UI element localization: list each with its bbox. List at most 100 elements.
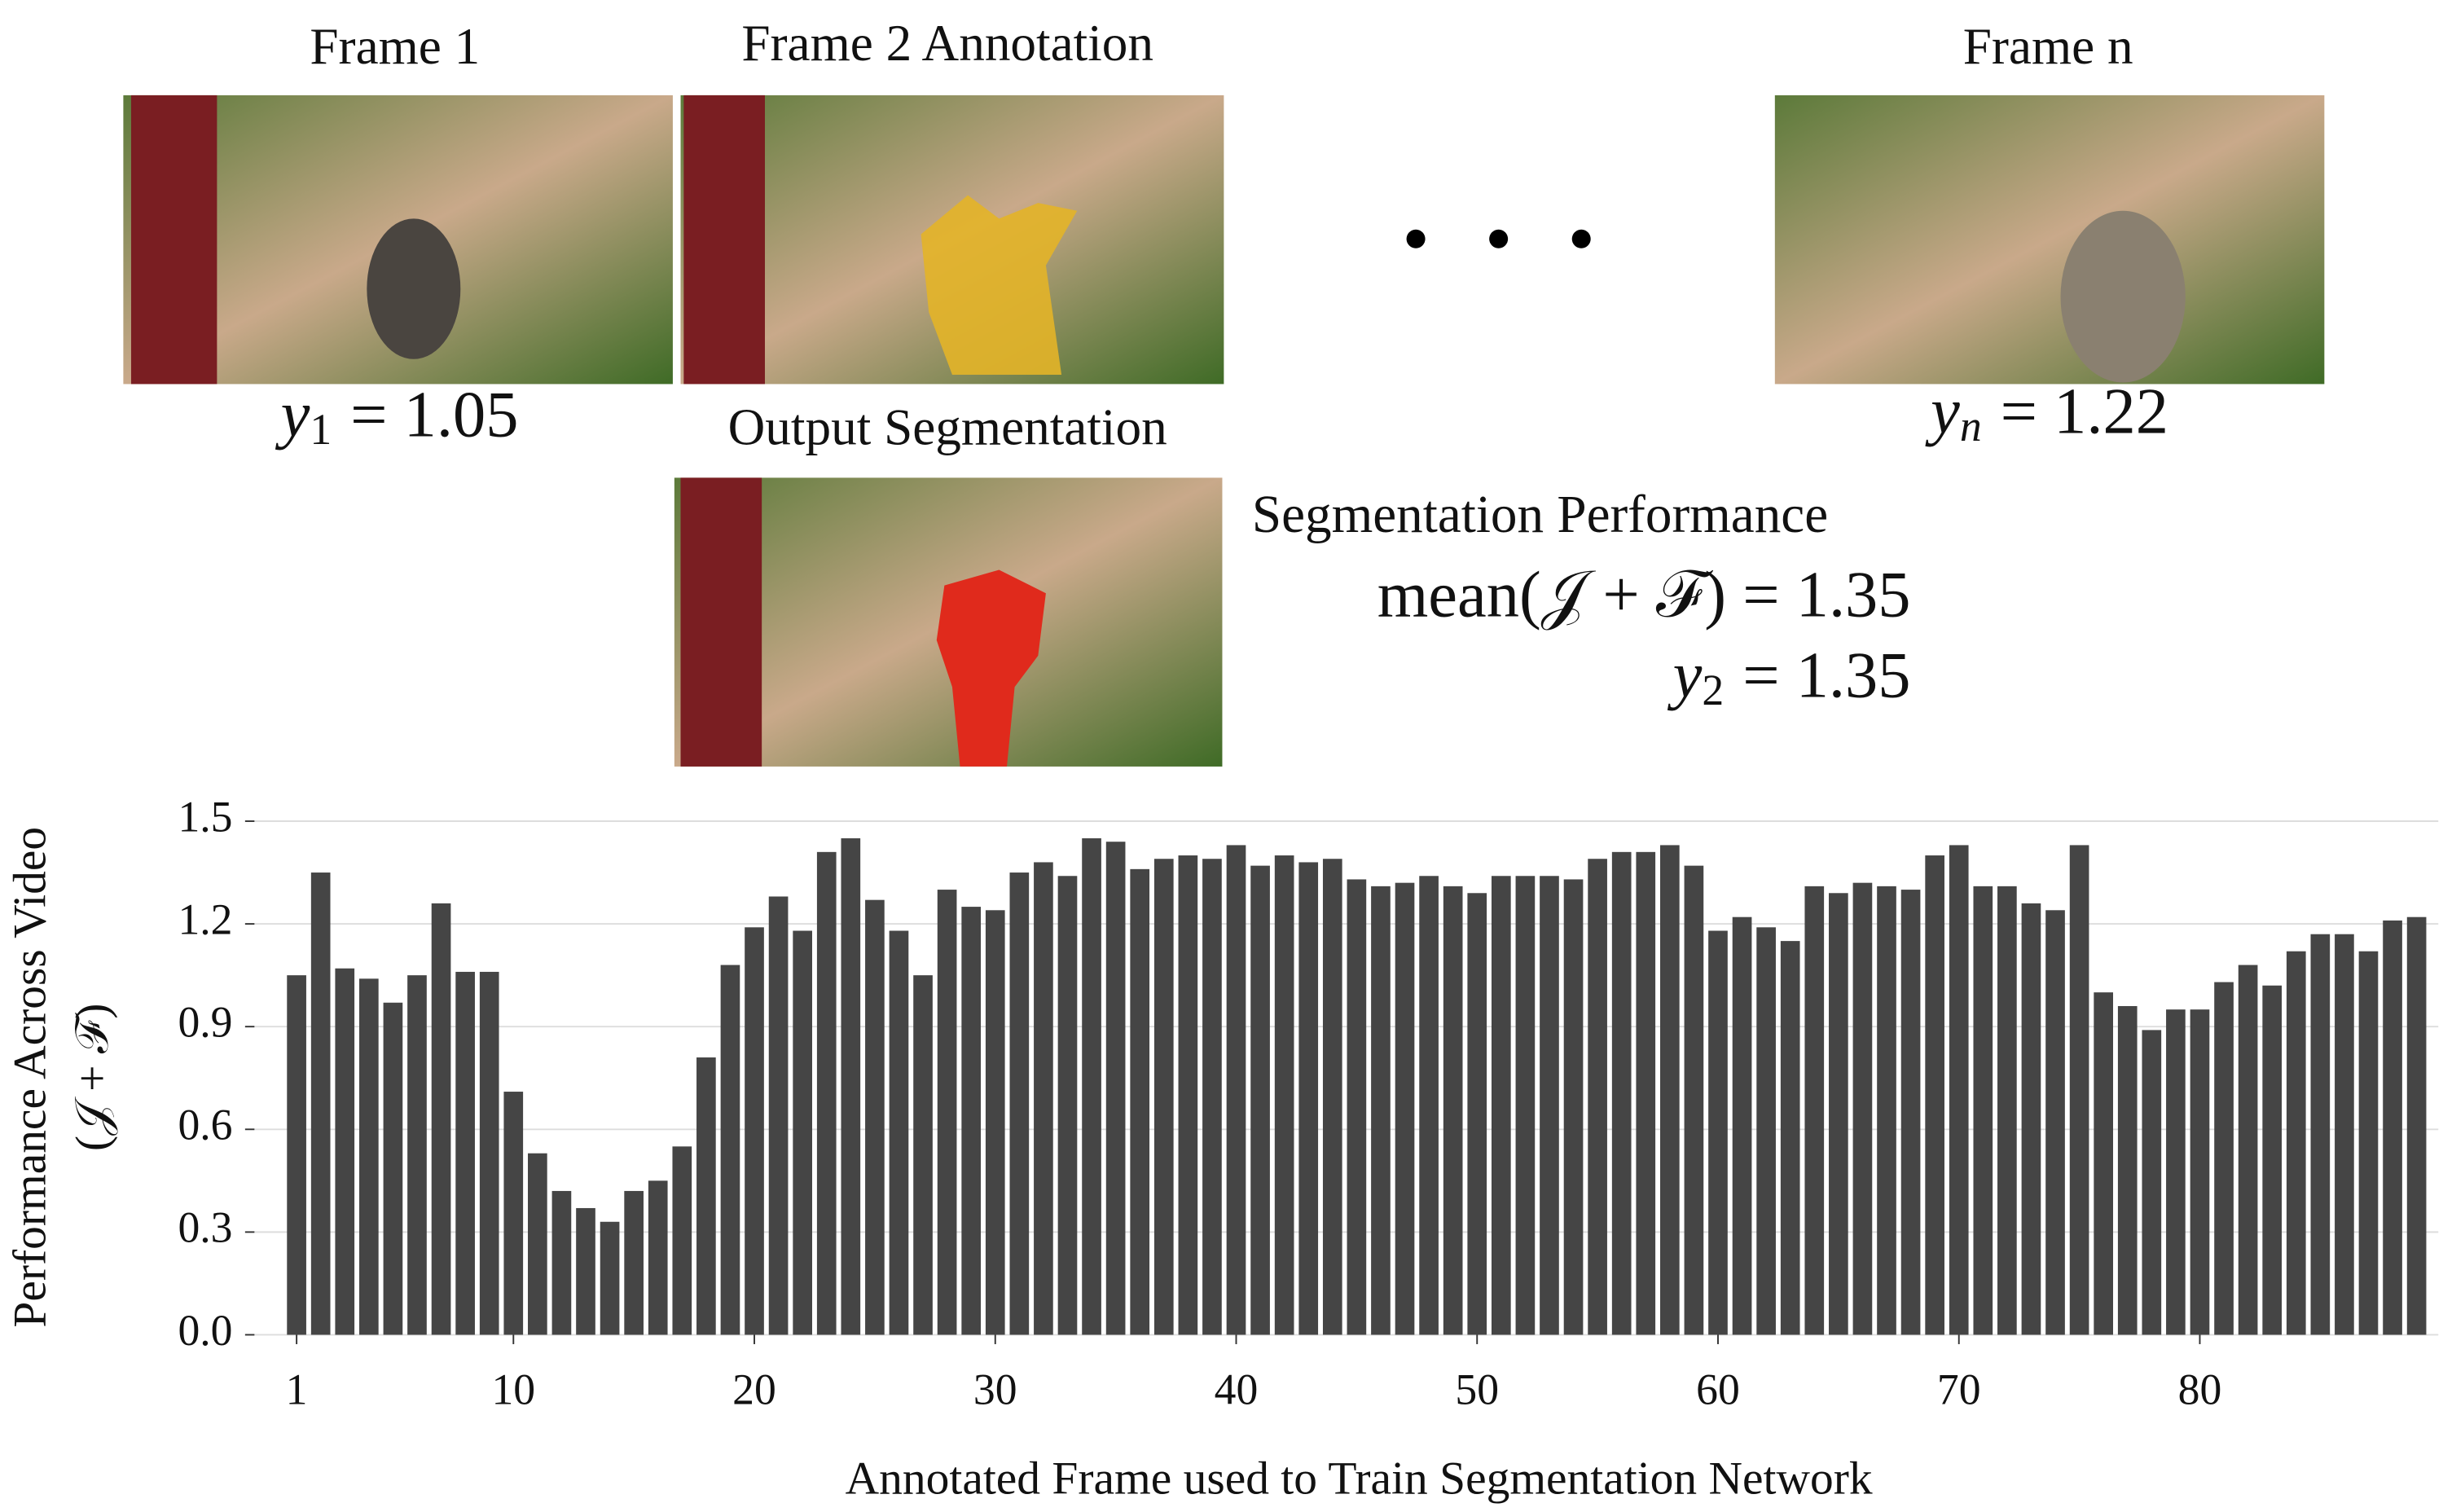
ellipsis [1406,229,1591,248]
bar [2021,903,2041,1335]
bar [937,890,957,1335]
y-tick-label: 1.2 [178,894,232,943]
bar [2383,920,2402,1335]
bar [2358,951,2379,1335]
bar [1226,845,1246,1335]
bar [1611,851,1632,1335]
frame-title: Frame 1 [310,18,480,75]
x-tick-label: 1 [286,1365,308,1414]
bar [2238,965,2258,1335]
x-tick-label: 60 [1696,1365,1740,1414]
bar [1684,865,1704,1335]
x-tick-label: 80 [2178,1365,2222,1414]
bar [2214,982,2234,1335]
x-axis-label: Annotated Frame used to Train Segmentati… [846,1453,1873,1505]
bar [2166,1009,2186,1335]
bar [2335,934,2354,1335]
bar [1178,855,1198,1335]
bar [1636,851,1656,1335]
bar [745,927,764,1335]
bar [1250,865,1270,1335]
performance-heading: Segmentation Performance [1252,486,1828,544]
symbol: y [1925,376,1960,448]
subscript: 2 [1702,666,1724,714]
bar [1877,886,1896,1335]
bar [287,975,306,1335]
frame-title: Frame n [1963,18,2133,75]
y-tick-label: 1.5 [178,792,232,841]
frame-title: Frame 2 Annotation [741,15,1153,72]
bar [768,896,789,1335]
equation: y1 = 1.05 [275,379,519,454]
bar [1997,886,2017,1335]
bar [1153,859,1174,1335]
equation-text: = 1.35 [1742,640,1910,712]
bar-chart: 0.0 0.3 0.6 0.9 1.2 1.5 1 10 20 30 40 50 60 70 80 Annot… [4,792,2439,1505]
bar [913,975,933,1335]
bar [1829,893,1848,1335]
bar [1540,876,1559,1335]
bar [2190,1009,2210,1335]
bar [2117,1005,2138,1335]
bar [359,978,379,1335]
bar [1467,893,1487,1335]
bar [407,975,427,1335]
bar [889,930,909,1335]
bar [1009,872,1030,1335]
x-tick-label: 70 [1937,1365,1981,1414]
bar [1202,859,1222,1335]
bar [2310,934,2331,1335]
symbol: y [275,379,310,451]
bar [1804,886,1825,1335]
bar [551,1190,572,1335]
bar [648,1180,668,1335]
bar [2406,916,2427,1335]
bar [841,838,861,1335]
bar [1780,941,1800,1335]
bar [985,910,1005,1335]
y-axis-label: Performance Across Video [4,827,55,1328]
frame-2-image [680,94,1224,385]
bar [1034,862,1053,1335]
y-tick-label: 0.9 [178,998,232,1047]
symbol: y [1667,640,1703,712]
bar [624,1190,644,1335]
bar [431,903,451,1335]
bar [720,965,740,1335]
bar [2045,910,2065,1335]
bar [696,1057,716,1335]
bar [1732,916,1752,1335]
x-tick-label: 30 [973,1365,1017,1414]
bar [479,971,499,1335]
bar [310,872,331,1335]
bar [576,1207,595,1335]
subscript: n [1960,402,1982,451]
bar [1419,876,1439,1335]
bar [1515,876,1536,1335]
bar [793,930,812,1335]
bar [2262,985,2283,1335]
x-tick-label: 20 [732,1365,776,1414]
y-tick-label: 0.6 [178,1101,232,1149]
x-tick-label: 50 [1455,1365,1499,1414]
bar [2094,992,2114,1335]
x-tick-label: 10 [491,1365,535,1414]
bar [865,899,885,1335]
y-tick-label: 0.3 [178,1203,232,1252]
bar [1274,855,1294,1335]
bar [1057,876,1078,1335]
bar [503,1092,524,1335]
frame-n-image [1774,94,2325,385]
bar [335,968,355,1335]
bar [1708,930,1728,1335]
bar [455,971,475,1335]
bar [1395,882,1415,1335]
bar [1082,838,1101,1335]
bar [1588,859,1607,1335]
bar [1900,890,1921,1335]
bar [1949,845,1969,1335]
x-tick-label: 40 [1215,1365,1259,1414]
bar [1491,876,1511,1335]
bar [1130,868,1150,1335]
